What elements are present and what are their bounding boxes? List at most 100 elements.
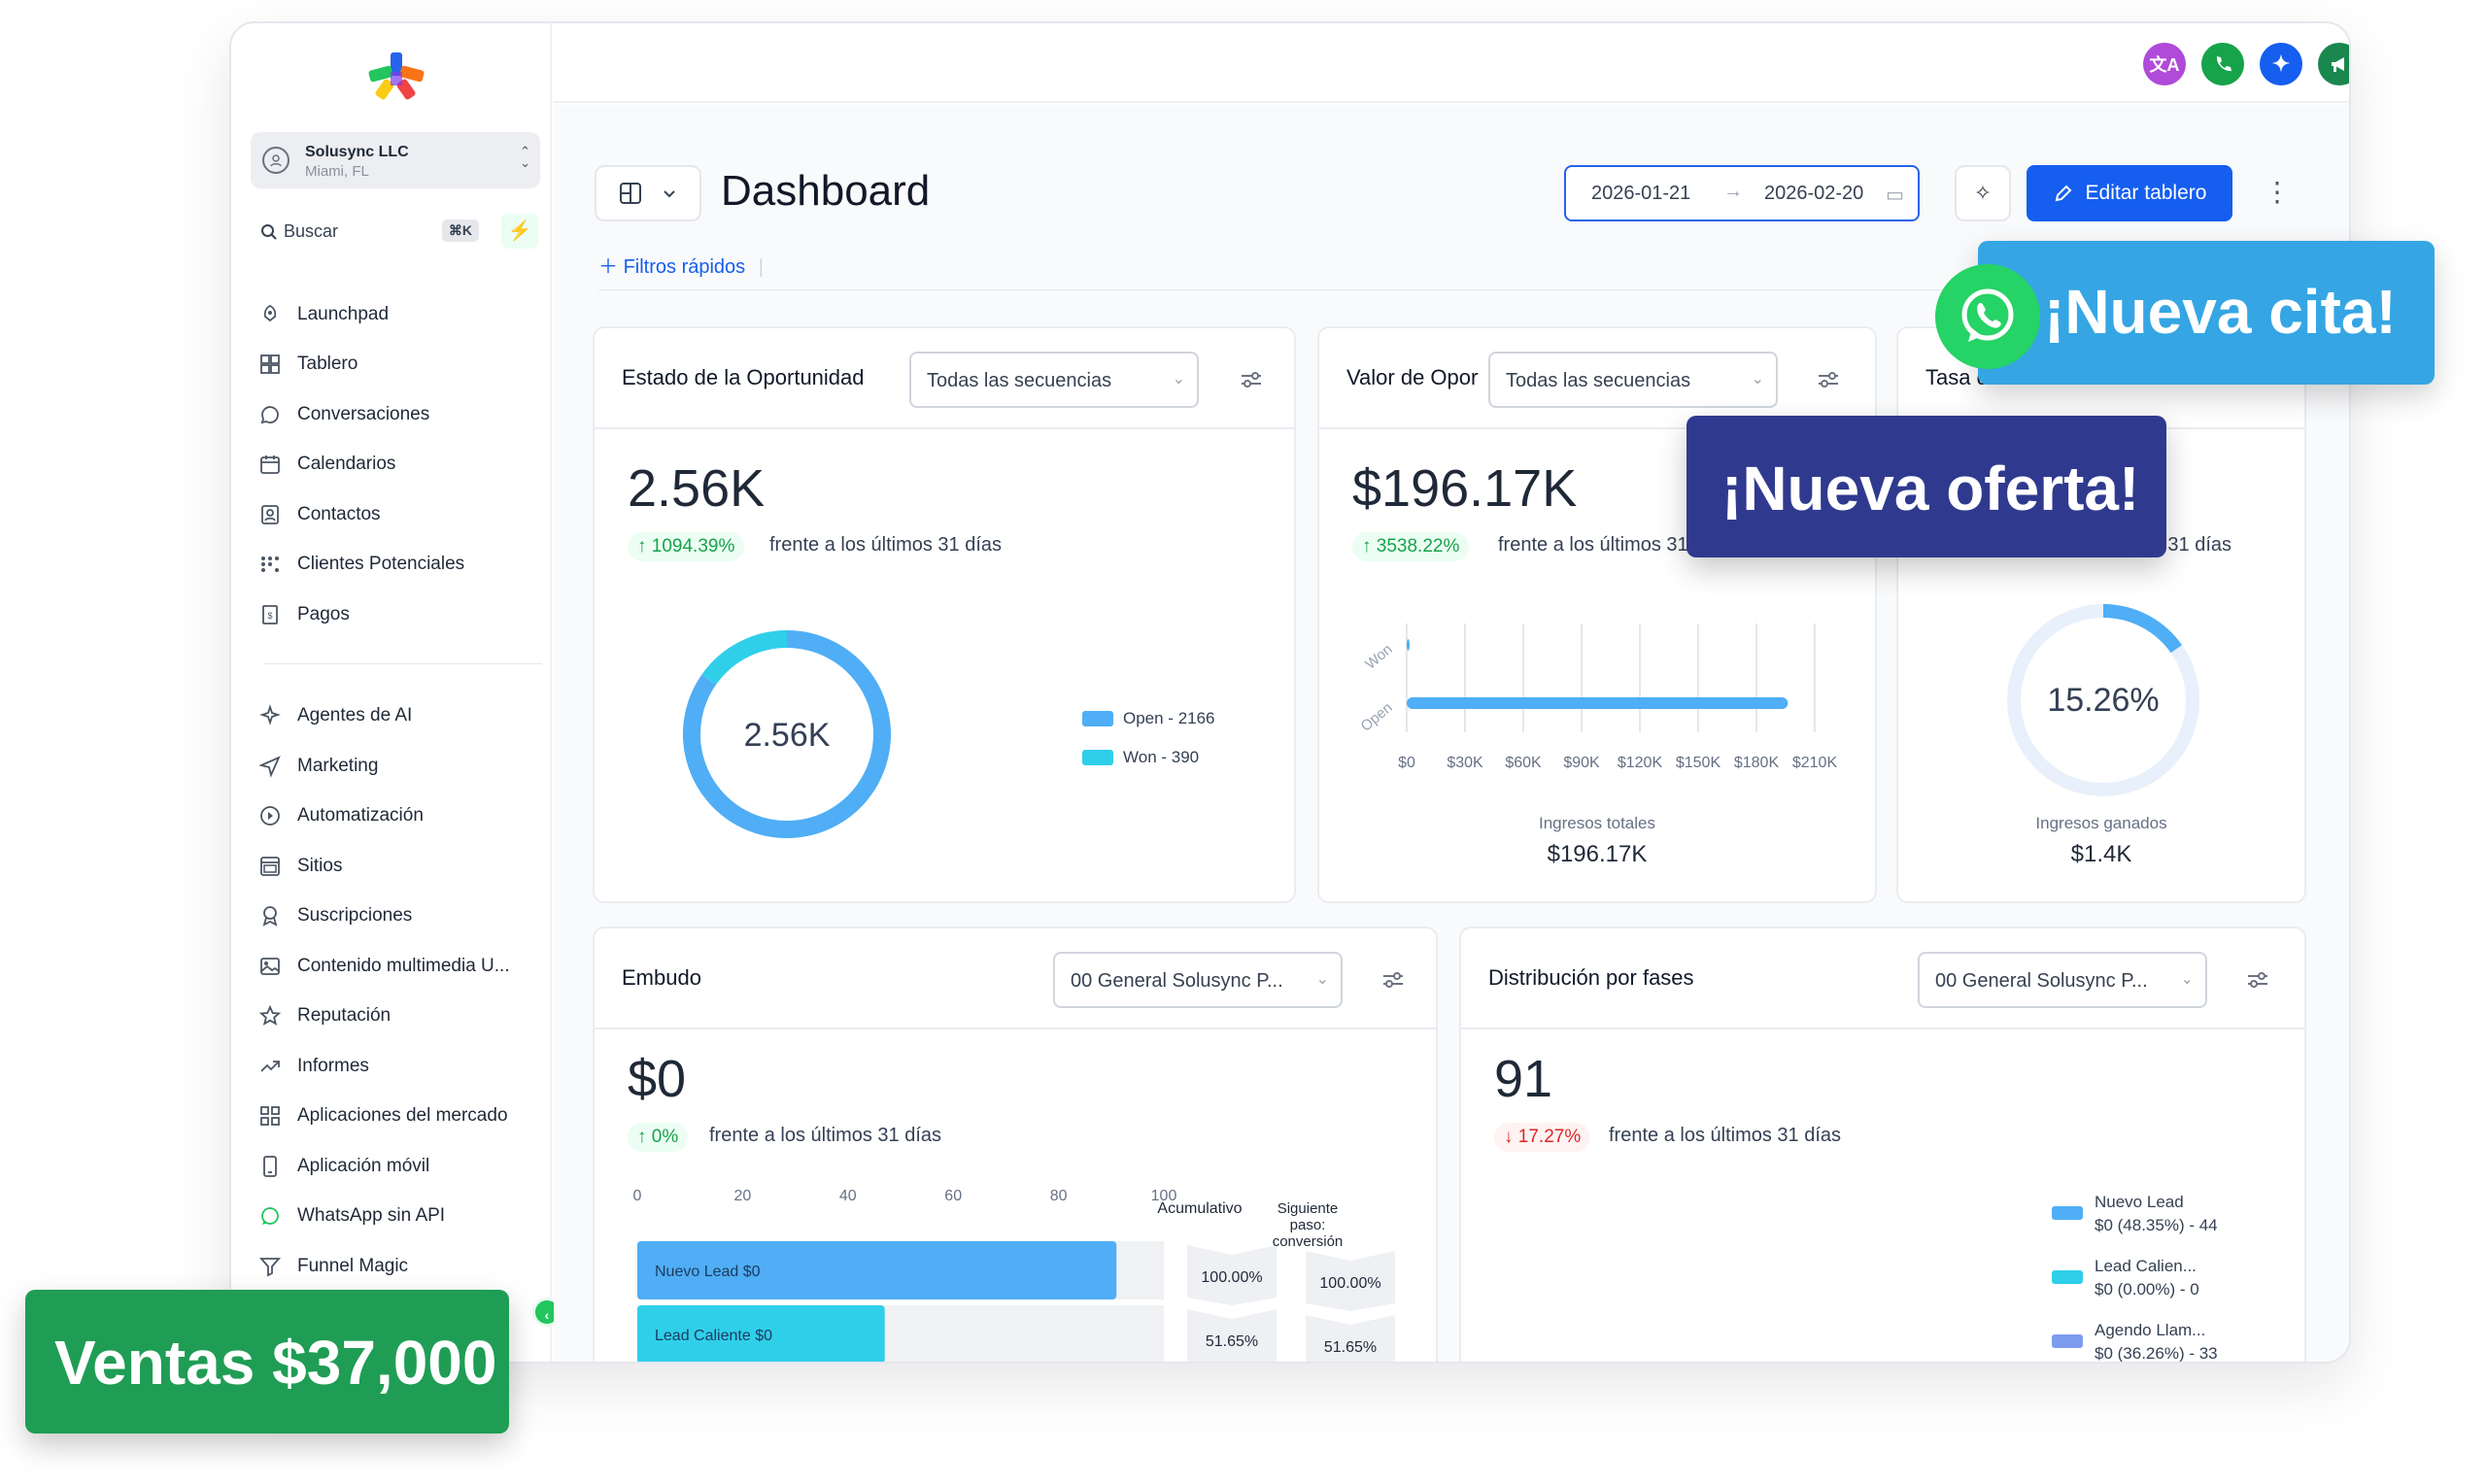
funnel-bar[interactable] [637,1241,1117,1299]
translate-button[interactable]: 文A [2143,43,2186,85]
send-icon [256,753,284,780]
sidebar-item-calendar[interactable]: Calendarios [256,440,548,490]
funnel-bar[interactable] [637,1305,885,1364]
more-options-icon[interactable]: ⋮ [2264,177,2291,207]
card-header: Distribución por fases 00 General Solusy… [1461,928,2304,1029]
comparison-text: frente a los últimos 31 días [1609,1125,1842,1146]
sidebar-item-automation[interactable]: Automatización [256,792,548,842]
sidebar-item-chat[interactable]: Conversaciones [256,389,548,440]
sparkle-icon [256,702,284,729]
sidebar-item-rocket[interactable]: Launchpad [256,289,548,340]
sidebar-item-grid[interactable]: Tablero [256,340,548,390]
nav-divider [264,662,542,664]
change-badge: ↑ 3538.22% [1352,532,1470,561]
layout-switcher[interactable] [595,165,701,221]
legend-name: Lead Calien... [2095,1257,2197,1275]
sparkles-icon: ✦ [2271,51,2291,76]
select-value: 00 General Solusync P... [1071,970,1283,992]
sidebar-item-label: Aplicación móvil [297,1155,430,1176]
sidebar-item-label: Pagos [297,603,350,624]
sidebar-item-sparkle[interactable]: Agentes de AI [256,691,548,742]
sequence-select[interactable]: Todas las secuencias ⌄ [1488,352,1778,408]
brand-logo[interactable] [365,51,426,107]
ai-insights-button[interactable]: ✧ [1955,165,2011,221]
metric-value: $0 [628,1050,687,1108]
legend-swatch [1082,711,1113,726]
chevron-down-icon: ⌄ [1315,971,1329,988]
footer-value: $1.4K [2070,841,2132,867]
calendar-icon [256,451,284,478]
sidebar-item-award[interactable]: Suscripciones [256,892,548,942]
search-button[interactable]: Buscar ⌘K [251,214,489,249]
sidebar-item-image[interactable]: Contenido multimedia U... [256,941,548,992]
page-title: Dashboard [721,167,931,215]
x-tick-label: $150K [1676,755,1721,771]
sidebar-item-mobile[interactable]: Aplicación móvil [256,1141,548,1192]
comparison-text: frente a los últimos 31 días [1498,534,1731,556]
calendar-icon: ▭ [1886,185,1904,206]
card-title: Valor de Oportunidades [1346,365,1479,389]
payments-icon: $ [256,601,284,628]
gauge-center-label: 15.26% [2047,682,2159,719]
sidebar-item-apps[interactable]: Aplicaciones del mercado [256,1092,548,1142]
account-switcher[interactable]: Solusync LLC Miami, FL ⌃ ⌄ [251,132,540,188]
edit-dashboard-button[interactable]: Editar tablero [2027,165,2232,221]
ai-button[interactable]: ✦ [2260,43,2302,85]
x-tick-label: $0 [1398,755,1415,771]
quick-actions-button[interactable]: ⚡ [501,214,538,249]
apps-icon [256,1102,284,1130]
next-step-cell [1306,1315,1395,1362]
filter-settings-icon[interactable] [2246,969,2269,991]
chevron-down-icon: ⌄ [1172,371,1185,388]
bar-open [1407,697,1789,709]
award-icon [256,902,284,929]
sidebar-item-contacts[interactable]: Contactos [256,489,548,540]
pipeline-select[interactable]: 00 General Solusync P... ⌄ [1053,952,1343,1008]
search-shortcut: ⌘K [441,219,479,242]
comparison-text: frente a los últimos 31 días [709,1125,942,1146]
date-range-picker[interactable]: 2026-01-21 → 2026-02-20 ▭ [1564,165,1920,221]
x-tick-label: $180K [1734,755,1780,771]
cumulative-value: 100.00% [1201,1269,1262,1286]
sidebar-item-payments[interactable]: $ Pagos [256,590,548,640]
grid-icon [256,351,284,378]
sidebar-item-trend[interactable]: Informes [256,1041,548,1092]
quick-filters-button[interactable]: ＋ Filtros rápidos | [598,256,764,278]
sidebar-item-funnel[interactable]: Funnel Magic [256,1241,548,1280]
sidebar-item-star[interactable]: Reputación [256,992,548,1042]
contacts-icon [256,501,284,528]
top-bar: 文A ✦ ? [554,23,2349,103]
sidebar-item-label: Launchpad [297,303,390,324]
filters-divider [598,289,2300,290]
mobile-icon [256,1153,284,1180]
sidebar-item-sites[interactable]: Sitios [256,841,548,892]
x-tick-label: 40 [839,1188,857,1204]
filter-settings-icon[interactable] [1381,969,1405,991]
x-tick-label: 0 [633,1188,642,1204]
date-from: 2026-01-21 [1591,183,1691,204]
sidebar-item-send[interactable]: Marketing [256,741,548,792]
chevron-left-icon: ‹ [544,1307,550,1323]
horizontal-bar-chart: $0 $30K $60K $90K $120K $150K $180K $210K Won Ope… [1358,624,1837,771]
metric-value: $196.17K [1352,459,1578,518]
sidebar-item-opportunities[interactable]: Clientes Potenciales [256,540,548,590]
pipeline-select[interactable]: 00 General Solusync P... ⌄ [1918,952,2207,1008]
whatsapp-appointment-banner: ¡Nueva cita! [1935,241,2435,385]
filter-settings-icon[interactable] [1240,369,1263,390]
banner-text: ¡Nueva oferta! [1721,454,2140,523]
legend-detail: $0 (0.00%) - 0 [2095,1280,2199,1298]
phone-button[interactable] [2201,43,2244,85]
rocket-icon [256,301,284,328]
funnel-icon [256,1253,284,1280]
legend-item: Agendo Llam... $0 (36.26%) - 33 [2052,1319,2218,1362]
megaphone-icon [2332,57,2344,72]
donut-segment-won [701,630,788,686]
filter-settings-icon[interactable] [1817,369,1840,390]
legend-open: Open - 2166 [1082,709,1215,728]
sequence-select[interactable]: Todas las secuencias ⌄ [909,352,1199,408]
announcements-button[interactable] [2318,43,2349,85]
user-icon [262,147,290,174]
sidebar-item-whatsapp[interactable]: WhatsApp sin API [256,1192,548,1242]
new-offer-banner: ¡Nueva oferta! [1686,416,2166,557]
conversion-rate-card: Tasa de conversión frente a los últimos … [1896,326,2306,903]
